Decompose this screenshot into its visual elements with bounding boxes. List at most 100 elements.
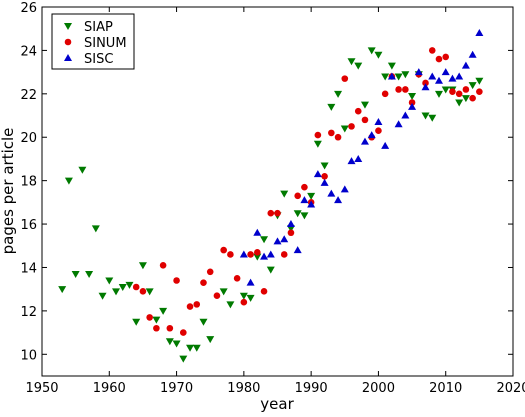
sisc-point (394, 120, 403, 128)
sinum-point (395, 86, 402, 93)
sinum-point (341, 75, 349, 82)
sinum-point (173, 277, 180, 284)
siap-point (71, 270, 80, 278)
siap-point (441, 86, 450, 94)
siap-point (152, 316, 161, 324)
siap-point (387, 62, 396, 70)
sinum-point (442, 53, 450, 61)
legend-marker-siap (64, 23, 72, 30)
sisc-point (239, 250, 248, 258)
sinum-point (193, 301, 201, 308)
siap-point (112, 288, 121, 296)
y-tick-label: 16 (20, 218, 37, 233)
siap-point (327, 103, 336, 111)
sinum-point (287, 229, 295, 237)
sinum-point (375, 127, 382, 135)
sisc-point (434, 76, 443, 84)
siap-point (307, 192, 316, 200)
y-tick-label: 26 (20, 1, 37, 16)
sisc-point (461, 61, 470, 69)
siap-point (179, 355, 188, 363)
siap-point (85, 270, 94, 278)
sinum-point (213, 292, 221, 299)
sisc-point (320, 178, 329, 186)
siap-point (105, 277, 114, 285)
x-tick-label: 2020 (496, 381, 525, 396)
sisc-point (286, 220, 295, 228)
y-tick-label: 18 (20, 175, 37, 190)
sisc-point (313, 170, 322, 178)
sisc-point (441, 68, 450, 76)
sisc-point (340, 185, 349, 193)
siap-point (394, 73, 403, 81)
siap-point (260, 236, 269, 244)
x-axis-label: year (260, 395, 294, 413)
x-tick-label: 1990 (295, 381, 328, 396)
legend-marker-sinum (64, 38, 72, 46)
sinum-point (469, 94, 476, 102)
sinum-point (435, 55, 443, 63)
siap-point (172, 340, 181, 348)
sisc-point (347, 157, 356, 165)
sinum-point (334, 133, 342, 141)
legend-label-sisc: SISC (84, 52, 113, 67)
siap-point (300, 212, 309, 220)
series-sisc (239, 29, 484, 286)
sinum-point (233, 275, 241, 282)
legend-marker-sisc (64, 54, 72, 61)
sinum-point (132, 283, 140, 291)
sinum-point (314, 131, 322, 139)
sisc-point (334, 196, 343, 204)
y-tick-label: 24 (20, 44, 37, 59)
siap-point (192, 344, 201, 352)
x-tick-label: 1960 (93, 381, 126, 396)
sinum-point (422, 79, 429, 87)
siap-point (159, 307, 168, 315)
sisc-point (260, 252, 269, 260)
sinum-point (206, 268, 214, 276)
sisc-point (266, 250, 275, 258)
siap-point (138, 262, 147, 270)
series-siap (58, 47, 484, 363)
siap-point (132, 318, 141, 326)
x-tick-label: 2010 (429, 381, 462, 396)
siap-point (206, 336, 215, 344)
y-tick-label: 22 (20, 88, 37, 103)
sinum-point (200, 279, 207, 286)
sinum-point (294, 192, 301, 200)
siap-point (186, 344, 195, 352)
sinum-point (153, 324, 160, 332)
sinum-point (328, 129, 335, 137)
siap-point (286, 225, 295, 233)
sisc-point (475, 29, 484, 37)
sisc-point (253, 228, 262, 236)
sisc-point (401, 111, 410, 119)
siap-point (334, 90, 343, 98)
sisc-point (354, 154, 363, 162)
siap-point (226, 301, 235, 309)
siap-point (320, 162, 329, 170)
siap-point (455, 99, 464, 107)
siap-point (367, 47, 376, 55)
sisc-point (387, 72, 396, 80)
siap-point (165, 338, 174, 346)
sinum-point (267, 209, 275, 217)
legend-label-sinum: SINUM (84, 36, 127, 51)
sinum-point (476, 88, 483, 95)
sinum-point (321, 173, 328, 180)
sinum-point (240, 298, 248, 306)
sisc-point (280, 235, 289, 243)
siap-point (280, 190, 289, 198)
siap-point (401, 71, 410, 79)
sinum-point (408, 99, 416, 106)
sinum-point (462, 86, 470, 93)
x-tick-label: 2000 (362, 381, 395, 396)
sinum-point (455, 90, 463, 98)
sinum-point (280, 251, 288, 258)
siap-point (461, 95, 470, 103)
siap-point (239, 292, 248, 300)
siap-point (381, 73, 390, 81)
siap-point (91, 225, 100, 233)
siap-point (199, 318, 208, 326)
